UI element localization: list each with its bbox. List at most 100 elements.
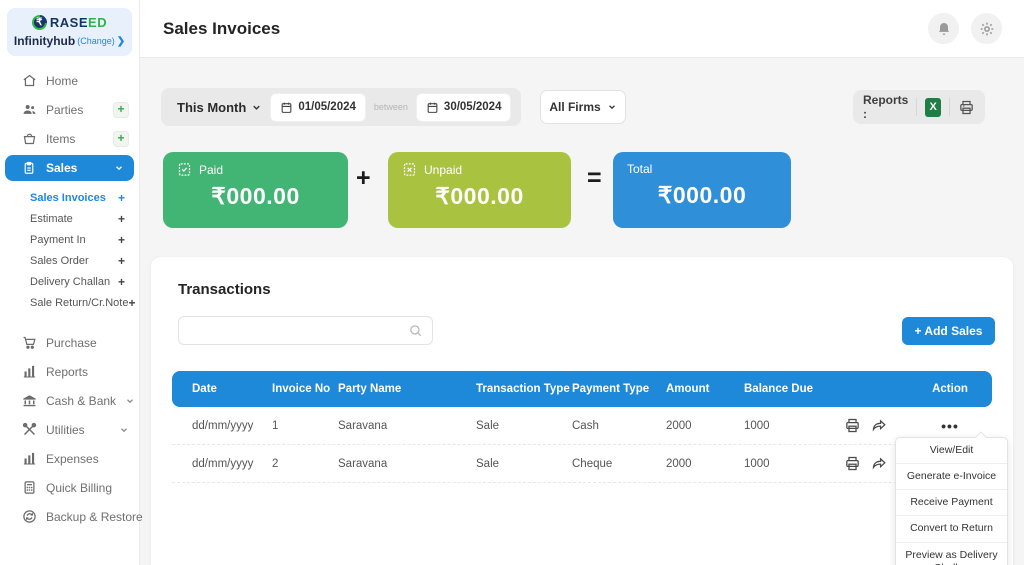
add-sales-button[interactable]: + Add Sales (902, 317, 995, 345)
bar-chart-icon (22, 364, 37, 379)
company-name: Infinityhub (13, 34, 76, 48)
sidebar: ₹ RASEED Infinityhub (Change) ❯ Home Par… (0, 0, 143, 565)
col-action: Action (932, 383, 968, 395)
add-sale-return-button[interactable]: + (128, 295, 136, 310)
calculator-icon (22, 480, 37, 495)
submenu-payment-in[interactable]: Payment In + (30, 232, 125, 247)
parties-icon (22, 102, 37, 117)
search-icon (408, 323, 423, 338)
transactions-search[interactable] (178, 316, 433, 345)
chevron-right-icon[interactable]: ❯ (116, 35, 126, 47)
backup-restore-icon (22, 509, 37, 524)
date-from-input[interactable]: 01/05/2024 (270, 92, 366, 122)
settings-button[interactable] (971, 13, 1002, 44)
unpaid-amount: ₹000.00 (435, 183, 524, 209)
col-payment-type: Payment Type (572, 383, 650, 395)
menu-item-preview-delivery-challan[interactable]: Preview as Delivery Challan (905, 548, 998, 565)
equals-sign: = (587, 164, 602, 192)
col-date: Date (192, 383, 217, 395)
total-label: Total (627, 162, 653, 176)
calendar-icon (280, 101, 293, 114)
total-summary-card: Total ₹000.00 (613, 152, 791, 228)
sidebar-item-items[interactable]: Items + (0, 124, 139, 153)
paid-invoice-icon (177, 162, 192, 177)
menu-item-view-edit[interactable]: View/Edit (896, 438, 1007, 465)
col-party-name: Party Name (338, 383, 402, 395)
table-row: dd/mm/yyyy 1 Saravana Sale Cash 2000 100… (172, 407, 992, 445)
notifications-button[interactable] (928, 13, 959, 44)
unpaid-invoice-icon (402, 162, 417, 177)
period-dropdown[interactable]: This Month (177, 100, 262, 115)
calendar-icon (426, 101, 439, 114)
total-amount: ₹000.00 (657, 182, 747, 208)
col-invoice-no: Invoice No (272, 383, 331, 395)
sales-icon (22, 161, 37, 176)
add-party-button[interactable]: + (113, 101, 129, 118)
plus-sign: + (356, 164, 371, 192)
date-to-input[interactable]: 30/05/2024 (415, 92, 512, 122)
sidebar-item-parties[interactable]: Parties + (0, 95, 139, 124)
page-title: Sales Invoices (163, 18, 281, 38)
table-header: Date Invoice No Party Name Transaction T… (172, 371, 992, 407)
chevron-down-icon (114, 163, 124, 173)
add-sales-invoice-button[interactable]: + (117, 190, 125, 205)
add-item-button[interactable]: + (113, 130, 129, 147)
excel-export-icon[interactable]: X (925, 97, 942, 117)
col-amount: Amount (666, 383, 710, 395)
sidebar-item-purchase[interactable]: Purchase (0, 328, 139, 357)
print-icon[interactable] (958, 99, 975, 116)
chevron-down-icon (119, 425, 129, 435)
unpaid-label: Unpaid (424, 162, 463, 177)
items-icon (22, 131, 37, 146)
submenu-estimate[interactable]: Estimate + (30, 211, 125, 226)
sales-submenu: Sales Invoices + Estimate + Payment In +… (0, 183, 139, 319)
submenu-sales-order[interactable]: Sales Order + (30, 253, 125, 268)
add-estimate-button[interactable]: + (117, 211, 125, 226)
date-filter-bar: This Month 01/05/2024 between 30/05/2024 (161, 88, 521, 126)
share-icon[interactable] (871, 455, 888, 472)
sidebar-item-reports[interactable]: Reports (0, 357, 139, 386)
sidebar-item-cash-bank[interactable]: Cash & Bank (0, 386, 139, 415)
main-content: This Month 01/05/2024 between 30/05/2024… (140, 58, 1024, 565)
transactions-panel: Transactions + Add Sales Date Invoice No… (151, 257, 1013, 565)
submenu-delivery-challan[interactable]: Delivery Challan + (30, 274, 125, 289)
menu-item-convert-to-return[interactable]: Convert to Return (896, 516, 1007, 543)
firms-dropdown[interactable]: All Firms (540, 90, 626, 124)
sidebar-item-utilities[interactable]: Utilities (0, 415, 139, 444)
reports-label: Reports : (863, 93, 909, 121)
transactions-title: Transactions (178, 281, 271, 298)
submenu-sale-return[interactable]: Sale Return/Cr.Note + (30, 295, 136, 310)
sidebar-item-quick-billing[interactable]: Quick Billing (0, 473, 139, 502)
raseed-logo-icon: ₹ (28, 11, 50, 34)
add-delivery-challan-button[interactable]: + (117, 274, 125, 289)
bell-icon (936, 21, 952, 37)
print-icon[interactable] (844, 455, 861, 472)
brand-name: RASEED (49, 15, 108, 30)
menu-item-receive-payment[interactable]: Receive Payment (896, 490, 1007, 517)
chevron-down-icon (607, 102, 617, 112)
sidebar-item-sales[interactable]: Sales (5, 155, 134, 181)
submenu-sales-invoices[interactable]: Sales Invoices + (30, 190, 125, 205)
sidebar-item-home[interactable]: Home (0, 66, 139, 95)
paid-amount: ₹000.00 (211, 183, 300, 209)
row-actions-menu-button[interactable]: ••• (941, 417, 959, 434)
reports-toolbar: Reports : X (853, 90, 985, 124)
sidebar-item-backup-restore[interactable]: Backup & Restore (0, 502, 143, 531)
paid-label: Paid (199, 162, 224, 177)
col-balance-due: Balance Due (744, 383, 814, 395)
menu-item-generate-einvoice[interactable]: Generate e-Invoice (896, 464, 1007, 491)
share-icon[interactable] (871, 417, 888, 434)
add-payment-in-button[interactable]: + (117, 232, 125, 247)
top-bar: Sales Invoices (140, 0, 1024, 58)
unpaid-summary-card: Unpaid ₹000.00 (388, 152, 571, 228)
add-sales-order-button[interactable]: + (117, 253, 125, 268)
search-input[interactable] (179, 317, 408, 344)
change-company-link[interactable]: (Change) (77, 36, 115, 46)
brand-box[interactable]: ₹ RASEED Infinityhub (Change) ❯ (7, 8, 132, 56)
table-row: dd/mm/yyyy 2 Saravana Sale Cheque 2000 1… (172, 445, 992, 483)
col-transaction-type: Transaction Type (476, 383, 570, 395)
gear-icon (979, 21, 995, 37)
sidebar-item-expenses[interactable]: Expenses (0, 444, 139, 473)
home-icon (22, 73, 37, 88)
print-icon[interactable] (844, 417, 861, 434)
